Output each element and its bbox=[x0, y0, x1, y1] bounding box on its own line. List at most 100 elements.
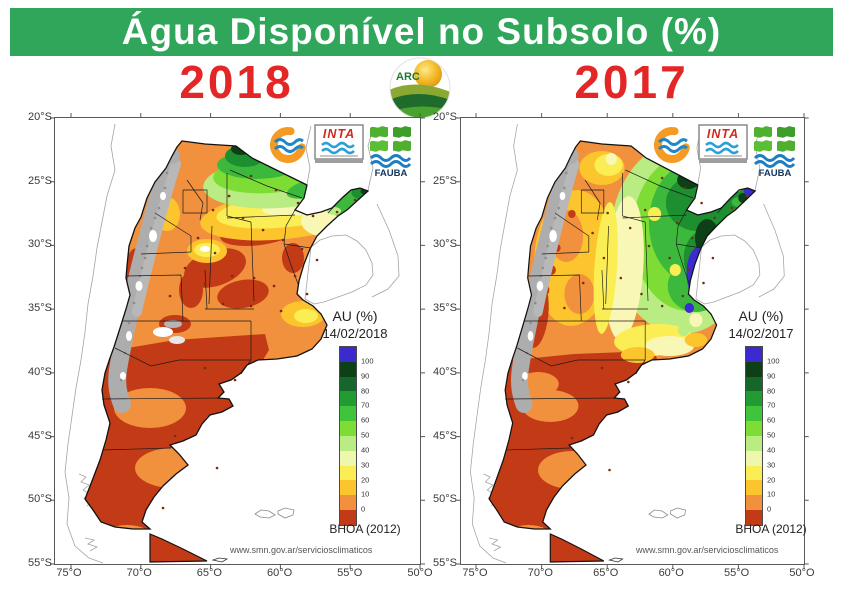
province-borders bbox=[505, 169, 732, 451]
color-scale-segment bbox=[746, 450, 762, 466]
color-scale-segment bbox=[746, 361, 762, 377]
color-scale-segment bbox=[340, 347, 356, 362]
neighbor-outlines bbox=[64, 123, 400, 564]
color-scale-tick-label: 20 bbox=[361, 475, 370, 484]
color-scale-segment bbox=[340, 450, 356, 466]
lon-label: 75°O bbox=[56, 567, 82, 579]
lat-label: 30°S bbox=[433, 238, 457, 251]
lat-label: 40°S bbox=[433, 365, 457, 378]
andes-no-data-gray bbox=[511, 147, 580, 413]
lat-label: 45°S bbox=[433, 429, 457, 442]
color-scale-tick-label: 90 bbox=[767, 371, 776, 381]
lat-label: 50°S bbox=[28, 493, 52, 506]
color-scale-tick-label: 60 bbox=[767, 415, 776, 425]
lat-label: 55°S bbox=[28, 556, 52, 569]
color-scale-tick-label: 10 bbox=[361, 489, 370, 499]
color-scale-segment bbox=[340, 361, 356, 377]
sun-icon bbox=[414, 60, 442, 88]
lat-label: 35°S bbox=[433, 302, 457, 315]
lat-label: 30°S bbox=[28, 238, 52, 251]
falkland-islands-outline bbox=[254, 507, 295, 519]
arc-logo: ARC bbox=[389, 57, 451, 119]
color-scale-segment bbox=[746, 435, 762, 451]
color-scale-tick-label: 80 bbox=[361, 386, 370, 395]
legend-title: AU (%) bbox=[332, 308, 378, 324]
color-scale-segment bbox=[746, 391, 762, 407]
inta-logo-text: INTA bbox=[707, 127, 739, 141]
color-scale-tick-label: 30 bbox=[767, 460, 776, 470]
station-dots bbox=[161, 174, 357, 510]
lon-label: 50°O bbox=[407, 567, 433, 579]
color-scale-segment bbox=[746, 347, 762, 362]
legend-date: 14/02/2017 bbox=[728, 326, 794, 341]
lon-label: 65°O bbox=[196, 567, 222, 579]
website-label: www.smn.gov.ar/serviciosclimaticos bbox=[636, 545, 779, 555]
argentina-border bbox=[488, 140, 757, 530]
clima-logo-icon bbox=[654, 127, 690, 163]
inta-logo-text: INTA bbox=[323, 127, 355, 141]
lat-label: 55°S bbox=[433, 556, 457, 569]
color-scale-tick-label: 60 bbox=[361, 415, 370, 425]
color-scale-segment bbox=[746, 406, 762, 422]
falkland-islands-outline bbox=[648, 507, 687, 519]
year-label-2018: 2018 bbox=[179, 56, 294, 108]
lon-label: 60°O bbox=[266, 567, 293, 579]
color-scale-segment bbox=[340, 495, 356, 511]
color-scale-tick-label: 90 bbox=[361, 371, 370, 381]
lon-label: 60°O bbox=[658, 567, 684, 579]
isla-estados-outline bbox=[608, 557, 624, 563]
argentina-map-2017 bbox=[456, 113, 809, 569]
fauba-logo-text: FAUBA bbox=[375, 168, 408, 179]
institution-logos: INTA FAUBA bbox=[650, 124, 798, 179]
latitude-axis-2018: 20°S 25°S 30°S 35°S 40°S 45°S 50°S 55°S bbox=[14, 111, 52, 569]
color-scale-segment bbox=[746, 421, 762, 436]
axis-ticks bbox=[50, 113, 425, 569]
color-scale-segment bbox=[340, 376, 356, 392]
color-scale-segment bbox=[340, 435, 356, 451]
inta-logo: INTA bbox=[314, 124, 364, 163]
color-scale-tick-label: 70 bbox=[767, 400, 776, 410]
color-scale-tick-label: 10 bbox=[767, 489, 776, 499]
title-banner: Água Disponível no Subsolo (%) bbox=[10, 8, 833, 56]
lat-label: 40°S bbox=[28, 365, 52, 378]
color-scale-segment bbox=[746, 480, 762, 496]
fauba-logo-text: FAUBA bbox=[759, 168, 792, 179]
map-panel-2017: INTA FAUBA AU (%) 14/02/2017 100 bbox=[456, 113, 809, 569]
color-scale-tick-label: 40 bbox=[361, 445, 370, 455]
color-scale-segment bbox=[340, 480, 356, 496]
color-scale-segment bbox=[340, 465, 356, 481]
lat-label: 25°S bbox=[28, 174, 52, 187]
source-label: BHOA (2012) bbox=[329, 522, 401, 536]
province-borders bbox=[101, 169, 344, 451]
lat-label: 35°S bbox=[28, 302, 52, 315]
tierra-del-fuego-border bbox=[149, 533, 208, 563]
lat-label: 25°S bbox=[433, 174, 457, 187]
lon-label: 50°O bbox=[789, 567, 815, 579]
website-label: www.smn.gov.ar/serviciosclimaticos bbox=[230, 545, 373, 555]
latitude-axis-2017: 20°S 25°S 30°S 35°S 40°S 45°S 50°S 55°S bbox=[419, 111, 457, 569]
lat-label: 20°S bbox=[28, 111, 52, 123]
lat-label: 45°S bbox=[28, 429, 52, 442]
page-title: Água Disponível no Subsolo (%) bbox=[121, 11, 722, 52]
color-scale-segment bbox=[746, 495, 762, 511]
color-scale-tick-label: 50 bbox=[361, 430, 370, 440]
year-label-2017: 2017 bbox=[574, 56, 689, 108]
color-scale-segment bbox=[340, 406, 356, 422]
longitude-axis-2018: 75°O 70°O 65°O 60°O 55°O 50°O bbox=[52, 567, 437, 581]
fauba-logo: FAUBA bbox=[369, 126, 412, 179]
lon-label: 55°O bbox=[337, 567, 363, 579]
color-scale-segment bbox=[340, 421, 356, 436]
lon-label: 55°O bbox=[723, 567, 750, 579]
color-scale-tick-label: 100 bbox=[767, 356, 780, 366]
color-scale-tick-label: 40 bbox=[767, 445, 776, 455]
color-scale-labels: 100 90 80 70 60 50 40 30 20 10 0 bbox=[361, 346, 385, 524]
legend-title: AU (%) bbox=[738, 308, 784, 324]
isla-estados-outline bbox=[211, 557, 229, 563]
legend-date: 14/02/2018 bbox=[322, 326, 388, 341]
clima-logo-icon bbox=[270, 127, 306, 163]
tierra-del-fuego-border bbox=[549, 533, 605, 563]
color-scale-tick-label: 0 bbox=[361, 504, 366, 514]
color-scale-bar bbox=[339, 346, 357, 526]
fauba-logo: FAUBA bbox=[753, 126, 796, 179]
